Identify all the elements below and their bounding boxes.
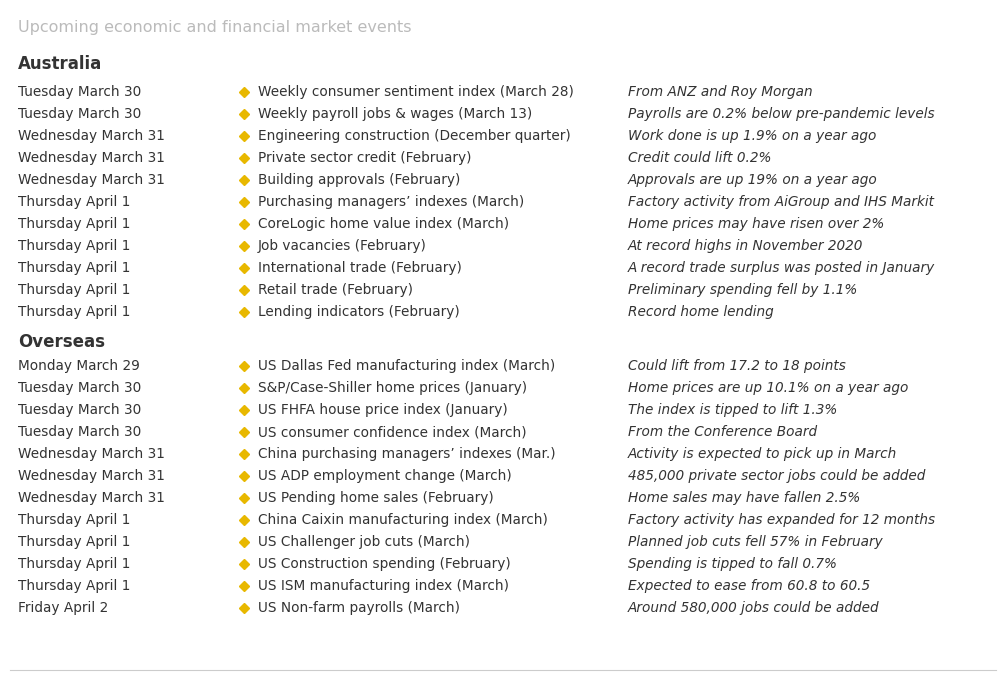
Text: From the Conference Board: From the Conference Board [628,425,817,439]
Text: Engineering construction (December quarter): Engineering construction (December quart… [258,129,570,143]
Text: Wednesday March 31: Wednesday March 31 [18,173,165,187]
Text: Record home lending: Record home lending [628,305,774,319]
Text: Weekly consumer sentiment index (March 28): Weekly consumer sentiment index (March 2… [258,85,573,99]
Text: Wednesday March 31: Wednesday March 31 [18,151,165,165]
Text: Tuesday March 30: Tuesday March 30 [18,381,141,395]
Text: Wednesday March 31: Wednesday March 31 [18,491,165,505]
Text: Retail trade (February): Retail trade (February) [258,283,413,297]
Text: Home prices are up 10.1% on a year ago: Home prices are up 10.1% on a year ago [628,381,908,395]
Text: US Construction spending (February): US Construction spending (February) [258,557,511,571]
Text: 485,000 private sector jobs could be added: 485,000 private sector jobs could be add… [628,469,926,483]
Text: Wednesday March 31: Wednesday March 31 [18,447,165,461]
Text: Thursday April 1: Thursday April 1 [18,261,131,275]
Text: Thursday April 1: Thursday April 1 [18,239,131,253]
Text: Australia: Australia [18,55,103,73]
Text: The index is tipped to lift 1.3%: The index is tipped to lift 1.3% [628,403,837,417]
Text: Wednesday March 31: Wednesday March 31 [18,469,165,483]
Text: Credit could lift 0.2%: Credit could lift 0.2% [628,151,772,165]
Text: Activity is expected to pick up in March: Activity is expected to pick up in March [628,447,897,461]
Text: Overseas: Overseas [18,333,105,351]
Text: Factory activity has expanded for 12 months: Factory activity has expanded for 12 mon… [628,513,936,527]
Text: Home sales may have fallen 2.5%: Home sales may have fallen 2.5% [628,491,860,505]
Text: Thursday April 1: Thursday April 1 [18,535,131,549]
Text: Home prices may have risen over 2%: Home prices may have risen over 2% [628,217,884,231]
Text: US consumer confidence index (March): US consumer confidence index (March) [258,425,526,439]
Text: Lending indicators (February): Lending indicators (February) [258,305,460,319]
Text: Thursday April 1: Thursday April 1 [18,217,131,231]
Text: A record trade surplus was posted in January: A record trade surplus was posted in Jan… [628,261,936,275]
Text: Preliminary spending fell by 1.1%: Preliminary spending fell by 1.1% [628,283,857,297]
Text: China Caixin manufacturing index (March): China Caixin manufacturing index (March) [258,513,548,527]
Text: Private sector credit (February): Private sector credit (February) [258,151,472,165]
Text: Purchasing managers’ indexes (March): Purchasing managers’ indexes (March) [258,195,524,209]
Text: Thursday April 1: Thursday April 1 [18,579,131,593]
Text: Expected to ease from 60.8 to 60.5: Expected to ease from 60.8 to 60.5 [628,579,870,593]
Text: S&P/Case-Shiller home prices (January): S&P/Case-Shiller home prices (January) [258,381,527,395]
Text: International trade (February): International trade (February) [258,261,462,275]
Text: Payrolls are 0.2% below pre-pandemic levels: Payrolls are 0.2% below pre-pandemic lev… [628,107,935,121]
Text: At record highs in November 2020: At record highs in November 2020 [628,239,863,253]
Text: Planned job cuts fell 57% in February: Planned job cuts fell 57% in February [628,535,882,549]
Text: From ANZ and Roy Morgan: From ANZ and Roy Morgan [628,85,813,99]
Text: Tuesday March 30: Tuesday March 30 [18,107,141,121]
Text: US FHFA house price index (January): US FHFA house price index (January) [258,403,508,417]
Text: Thursday April 1: Thursday April 1 [18,557,131,571]
Text: Work done is up 1.9% on a year ago: Work done is up 1.9% on a year ago [628,129,876,143]
Text: Friday April 2: Friday April 2 [18,601,109,615]
Text: Tuesday March 30: Tuesday March 30 [18,85,141,99]
Text: Weekly payroll jobs & wages (March 13): Weekly payroll jobs & wages (March 13) [258,107,532,121]
Text: Could lift from 17.2 to 18 points: Could lift from 17.2 to 18 points [628,359,846,373]
Text: Around 580,000 jobs could be added: Around 580,000 jobs could be added [628,601,879,615]
Text: Thursday April 1: Thursday April 1 [18,513,131,527]
Text: US Pending home sales (February): US Pending home sales (February) [258,491,494,505]
Text: Thursday April 1: Thursday April 1 [18,195,131,209]
Text: US ISM manufacturing index (March): US ISM manufacturing index (March) [258,579,509,593]
Text: China purchasing managers’ indexes (Mar.): China purchasing managers’ indexes (Mar.… [258,447,555,461]
Text: Building approvals (February): Building approvals (February) [258,173,461,187]
Text: Thursday April 1: Thursday April 1 [18,283,131,297]
Text: Upcoming economic and financial market events: Upcoming economic and financial market e… [18,20,411,35]
Text: Job vacancies (February): Job vacancies (February) [258,239,427,253]
Text: Monday March 29: Monday March 29 [18,359,140,373]
Text: Spending is tipped to fall 0.7%: Spending is tipped to fall 0.7% [628,557,837,571]
Text: Thursday April 1: Thursday April 1 [18,305,131,319]
Text: Tuesday March 30: Tuesday March 30 [18,425,141,439]
Text: Approvals are up 19% on a year ago: Approvals are up 19% on a year ago [628,173,878,187]
Text: US Challenger job cuts (March): US Challenger job cuts (March) [258,535,470,549]
Text: Wednesday March 31: Wednesday March 31 [18,129,165,143]
Text: US Non-farm payrolls (March): US Non-farm payrolls (March) [258,601,460,615]
Text: Tuesday March 30: Tuesday March 30 [18,403,141,417]
Text: US ADP employment change (March): US ADP employment change (March) [258,469,512,483]
Text: US Dallas Fed manufacturing index (March): US Dallas Fed manufacturing index (March… [258,359,555,373]
Text: Factory activity from AiGroup and IHS Markit: Factory activity from AiGroup and IHS Ma… [628,195,934,209]
Text: CoreLogic home value index (March): CoreLogic home value index (March) [258,217,509,231]
